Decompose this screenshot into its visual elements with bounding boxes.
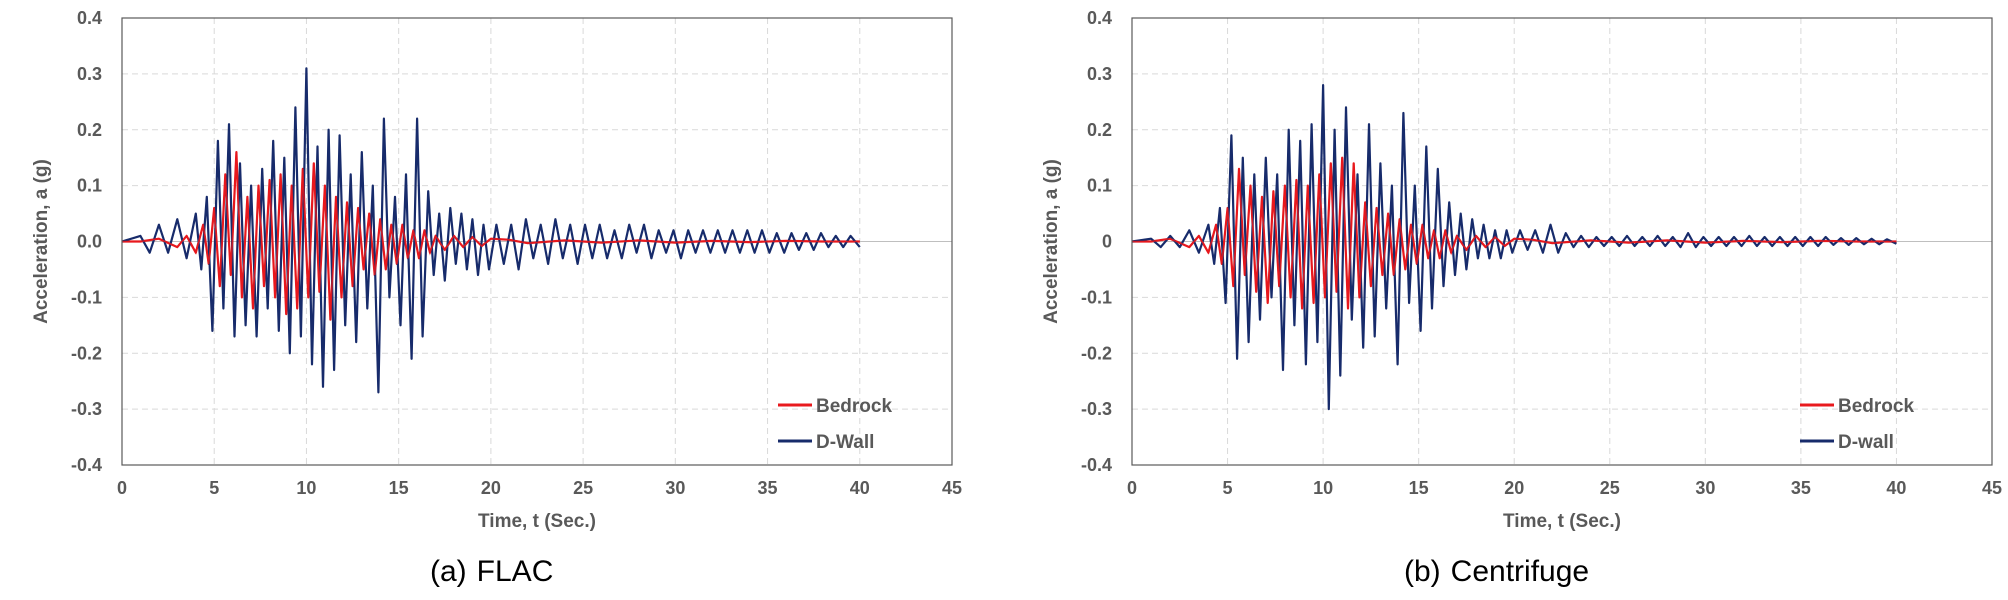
y-tick-label: 0.2 xyxy=(1087,120,1112,140)
y-tick-label: -0.4 xyxy=(1081,455,1112,475)
caption-label: (b) xyxy=(1404,555,1441,588)
legend-label-d-wall: D-wall xyxy=(1838,432,1894,453)
y-tick-label: 0.1 xyxy=(1087,176,1112,196)
y-tick-label: 0.0 xyxy=(77,232,102,252)
chart-centrifuge: 0 5 10 15 20 25 30 35 40 45 -0.4 -0.3 -0.2 -0.1 0 0.1 0.… xyxy=(1041,8,2002,532)
x-tick-label: 40 xyxy=(850,478,870,498)
x-tick-label: 10 xyxy=(296,478,316,498)
x-tick-label: 35 xyxy=(758,478,778,498)
y-tick-label: 0.4 xyxy=(1087,8,1112,28)
x-tick-label: 0 xyxy=(117,478,127,498)
y-tick-label: -0.4 xyxy=(71,455,102,475)
legend-label-d-wall: D-Wall xyxy=(816,432,874,453)
y-tick-label: 0.1 xyxy=(77,176,102,196)
y-axis-title: Acceleration, a (g) xyxy=(31,159,52,324)
caption-flac: (a) FLAC xyxy=(430,555,553,589)
x-tick-label: 30 xyxy=(1695,478,1715,498)
x-tick-label: 20 xyxy=(1504,478,1524,498)
x-tick-label: 45 xyxy=(1982,478,2002,498)
x-tick-label: 15 xyxy=(389,478,409,498)
x-tick-label: 40 xyxy=(1886,478,1906,498)
caption-title: Centrifuge xyxy=(1450,555,1590,588)
x-tick-label: 5 xyxy=(1223,478,1233,498)
x-tick-label: 0 xyxy=(1127,478,1137,498)
y-axis-title: Acceleration, a (g) xyxy=(1041,159,1062,324)
y-tick-label: 0.3 xyxy=(77,64,102,84)
x-axis-title: Time, t (Sec.) xyxy=(478,511,596,532)
y-tick-label: -0.1 xyxy=(1081,287,1112,307)
x-tick-label: 35 xyxy=(1791,478,1811,498)
x-axis-title: Time, t (Sec.) xyxy=(1503,511,1621,532)
y-tick-label: 0.3 xyxy=(1087,64,1112,84)
caption-title: FLAC xyxy=(476,555,554,588)
y-tick-label: 0.4 xyxy=(77,8,102,28)
x-tick-label: 20 xyxy=(481,478,501,498)
plot-frame xyxy=(1131,17,1993,466)
legend-label-bedrock: Bedrock xyxy=(816,396,892,417)
y-tick-label: -0.2 xyxy=(1081,343,1112,363)
chart-panel-flac: 0 5 10 15 20 25 30 35 40 45 -0.4 -0.3 -0.2 -0.1 0.0 0.1… xyxy=(31,8,962,589)
y-tick-label: 0 xyxy=(1102,232,1112,252)
y-tick-label: -0.2 xyxy=(71,343,102,363)
legend-label-bedrock: Bedrock xyxy=(1838,396,1914,417)
series-line-d-wall xyxy=(121,67,861,394)
x-tick-label: 10 xyxy=(1313,478,1333,498)
x-tick-label: 45 xyxy=(942,478,962,498)
x-tick-label: 5 xyxy=(209,478,219,498)
y-tick-label: -0.3 xyxy=(71,399,102,419)
series-line-bedrock-overlay xyxy=(122,152,860,320)
x-tick-label: 15 xyxy=(1409,478,1429,498)
chart-flac: 0 5 10 15 20 25 30 35 40 45 -0.4 -0.3 -0.2 -0.1 0.0 0.1… xyxy=(31,8,962,532)
chart-panel-centrifuge: 0 5 10 15 20 25 30 35 40 45 -0.4 -0.3 -0.2 -0.1 0 0.1 0.… xyxy=(1004,0,2008,600)
series-line-d-wall xyxy=(1131,83,1897,411)
y-tick-label: -0.1 xyxy=(71,287,102,307)
x-tick-label: 25 xyxy=(573,478,593,498)
plot-frame xyxy=(121,17,953,466)
x-tick-label: 25 xyxy=(1600,478,1620,498)
caption-label: (a) xyxy=(430,555,467,588)
series-line-bedrock-overlay xyxy=(1132,157,1897,309)
y-tick-label: 0.2 xyxy=(77,120,102,140)
y-tick-label: -0.3 xyxy=(1081,399,1112,419)
x-tick-label: 30 xyxy=(665,478,685,498)
caption-centrifuge: (b) Centrifuge xyxy=(1404,555,1589,589)
